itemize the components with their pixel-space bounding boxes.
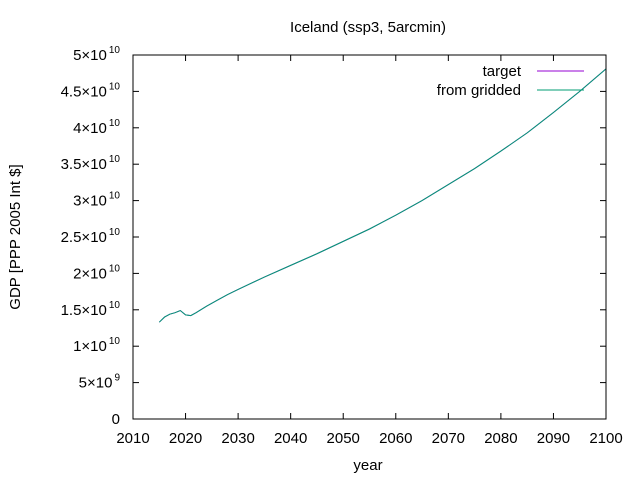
y-tick-label: 1.5×10 10 (61, 300, 121, 319)
x-tick-label: 2060 (379, 430, 412, 447)
x-tick-label: 2040 (274, 430, 307, 447)
y-tick-label: 5×10 9 (79, 373, 121, 392)
series-lines (158, 68, 607, 323)
chart-title: Iceland (ssp3, 5arcmin) (290, 19, 446, 36)
x-tick-label: 2090 (537, 430, 570, 447)
x-tick-label: 2010 (116, 430, 149, 447)
x-tick-label: 2020 (169, 430, 202, 447)
legend: target from gridded (437, 63, 584, 99)
x-axis-label: year (353, 457, 382, 474)
y-tick-label: 3×10 10 (73, 191, 120, 210)
y-tick-label: 1×10 10 (73, 336, 120, 355)
y-tick-label: 5×10 10 (73, 45, 120, 64)
x-tick-label: 2100 (589, 430, 622, 447)
x-tick-label: 2030 (221, 430, 254, 447)
legend-label-target: target (483, 63, 522, 80)
x-tick-label: 2050 (327, 430, 360, 447)
x-tick-label: 2070 (432, 430, 465, 447)
plot-frame (132, 54, 607, 420)
y-tick-label: 2.5×10 10 (61, 227, 121, 246)
y-tick-label: 0 (112, 411, 120, 428)
y-tick-label: 4.5×10 10 (61, 81, 121, 100)
y-axis-ticks: 0 5×10 9 1×10 10 1.5×10 10 2×10 10 2.5×10 10 3×10 10… (61, 45, 606, 428)
y-axis-label: GDP [PPP 2005 Int $] (7, 164, 24, 309)
x-tick-label: 2080 (484, 430, 517, 447)
legend-label-from-gridded: from gridded (437, 82, 521, 99)
x-axis-ticks: 2010 2020 2030 2040 2050 2060 2070 2080 2090 2100 (116, 55, 623, 447)
y-tick-label: 3.5×10 10 (61, 154, 121, 173)
y-tick-label: 4×10 10 (73, 118, 120, 137)
series-line-from-gridded (158, 68, 607, 323)
y-tick-label: 2×10 10 (73, 263, 120, 282)
